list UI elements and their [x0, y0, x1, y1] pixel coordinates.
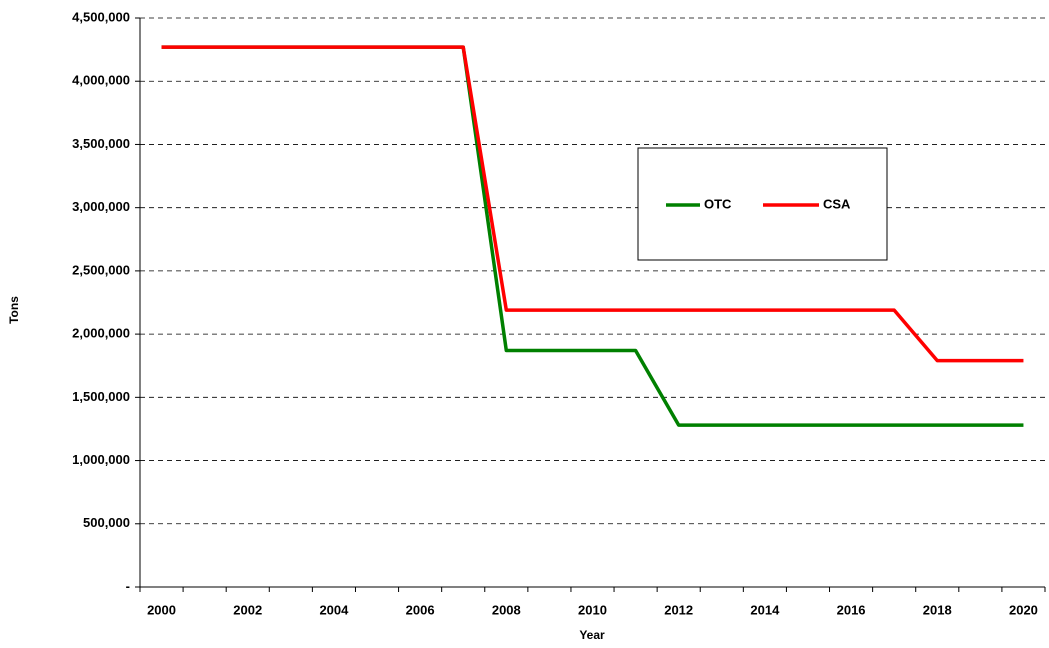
y-tick-label: 3,000,000 — [72, 199, 130, 214]
y-axis-title: Tons — [7, 296, 21, 324]
x-tick-label: 2002 — [233, 602, 262, 617]
x-tick-label: 2010 — [578, 602, 607, 617]
y-tick-label: 2,000,000 — [72, 326, 130, 341]
x-tick-label: 2004 — [319, 602, 349, 617]
x-tick-label: 2018 — [923, 602, 952, 617]
x-tick-label: 2014 — [750, 602, 780, 617]
y-tick-label: 1,000,000 — [72, 452, 130, 467]
legend-label: CSA — [823, 196, 851, 211]
x-tick-label: 2000 — [147, 602, 176, 617]
y-tick-label: 4,500,000 — [72, 9, 130, 24]
x-tick-label: 2012 — [664, 602, 693, 617]
x-tick-label: 2006 — [406, 602, 435, 617]
y-tick-label: - — [126, 578, 130, 593]
x-tick-label: 2020 — [1009, 602, 1038, 617]
series-line — [161, 45, 1024, 427]
y-tick-label: 4,000,000 — [72, 73, 130, 88]
series-line — [161, 45, 1024, 363]
y-tick-label: 500,000 — [83, 515, 130, 530]
x-tick-label: 2016 — [837, 602, 866, 617]
y-tick-label: 1,500,000 — [72, 389, 130, 404]
y-tick-label: 2,500,000 — [72, 262, 130, 277]
x-axis-title: Year — [579, 628, 605, 642]
legend-label: OTC — [704, 196, 732, 211]
y-tick-label: 3,500,000 — [72, 136, 130, 151]
x-tick-label: 2008 — [492, 602, 521, 617]
